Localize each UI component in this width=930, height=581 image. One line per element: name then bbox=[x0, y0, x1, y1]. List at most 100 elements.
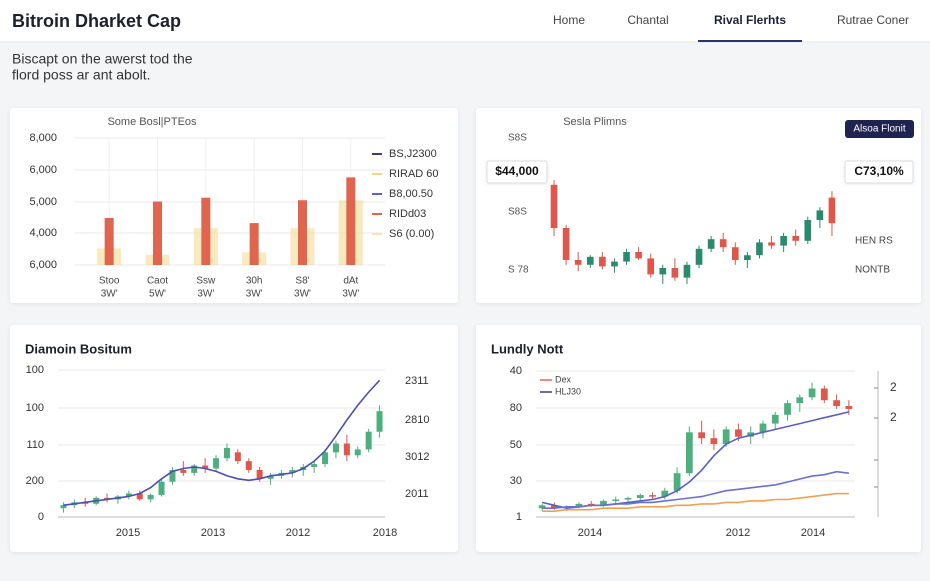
candle-body bbox=[623, 252, 630, 262]
candle-body bbox=[744, 255, 751, 260]
x-label: 2012 bbox=[286, 527, 310, 539]
x-label: Stoo bbox=[99, 276, 120, 287]
x-label: 2012 bbox=[726, 527, 750, 539]
axis-label: NONTB bbox=[855, 265, 890, 276]
y-label: 1 bbox=[516, 511, 522, 523]
candle-body bbox=[780, 236, 787, 246]
y-label: 110 bbox=[26, 439, 44, 451]
x-label: 3W' bbox=[342, 289, 359, 300]
card bbox=[10, 325, 458, 552]
candle-body bbox=[574, 260, 582, 265]
candle-body bbox=[719, 239, 727, 248]
candle-body bbox=[756, 242, 763, 256]
candle-body bbox=[845, 406, 853, 409]
legend-label: S6 (0.00) bbox=[389, 228, 434, 240]
y-label: 50 bbox=[510, 439, 522, 451]
right-label: 2311 bbox=[405, 375, 429, 387]
candle-body bbox=[816, 210, 824, 220]
candle-body bbox=[600, 500, 607, 506]
candle-body bbox=[808, 388, 816, 398]
y-label: 80 bbox=[510, 402, 522, 414]
nav-link[interactable]: Rutrae Coner bbox=[837, 13, 909, 27]
candle-body bbox=[796, 397, 804, 404]
x-label: 3W' bbox=[294, 289, 311, 300]
bar bbox=[153, 201, 162, 265]
x-label: 2018 bbox=[373, 527, 397, 539]
nav-link[interactable]: Home bbox=[553, 13, 585, 27]
candle-body bbox=[322, 452, 329, 465]
nav-link[interactable]: Rival Flerhts bbox=[714, 13, 786, 27]
legend-label: RIDd03 bbox=[389, 208, 426, 220]
candle-body bbox=[267, 475, 274, 479]
candle-body bbox=[661, 490, 669, 497]
x-label: 3W' bbox=[101, 289, 118, 300]
right-label: 2011 bbox=[405, 488, 429, 500]
y-label: 40 bbox=[510, 365, 522, 377]
legend-label: Dex bbox=[555, 374, 572, 384]
candle-body bbox=[376, 411, 383, 432]
candle-body bbox=[550, 184, 558, 228]
nav-link[interactable]: Chantal bbox=[627, 13, 668, 27]
x-label: 2013 bbox=[201, 527, 225, 539]
candle-body bbox=[611, 261, 618, 267]
action-button[interactable] bbox=[845, 120, 914, 138]
intro-line: Biscapt on the awerst tod the bbox=[12, 51, 193, 67]
candle-body bbox=[707, 239, 715, 249]
change-badge bbox=[844, 160, 914, 184]
y-label: 6,000 bbox=[29, 259, 57, 271]
x-label: dAt bbox=[343, 276, 358, 287]
candle-body bbox=[612, 499, 620, 501]
price-badge bbox=[486, 160, 548, 184]
candle-body bbox=[332, 443, 339, 453]
x-label: 2014 bbox=[578, 527, 602, 539]
candle-body bbox=[710, 438, 718, 444]
legend-label: HLJ30 bbox=[555, 386, 581, 396]
candle-body bbox=[60, 505, 67, 509]
card-title: Some Bosl|PTEos bbox=[107, 116, 197, 128]
candle-body bbox=[213, 458, 220, 469]
header-bar bbox=[0, 0, 930, 42]
candle-body bbox=[624, 498, 632, 500]
y-label: 8,000 bbox=[29, 132, 57, 144]
candle-body bbox=[804, 220, 812, 241]
candle-body bbox=[768, 242, 775, 246]
candle-body bbox=[636, 495, 644, 499]
candle-body bbox=[551, 505, 558, 509]
candle-body bbox=[256, 469, 263, 479]
card-title: Diamoin Bositum bbox=[25, 341, 132, 356]
y-label: 100 bbox=[26, 402, 44, 414]
action-button-label[interactable]: Alsoa Flonit bbox=[853, 124, 905, 135]
candle-body bbox=[671, 268, 679, 278]
candle-body bbox=[833, 400, 840, 407]
line-series bbox=[63, 379, 381, 506]
x-label: 3W' bbox=[197, 289, 214, 300]
card-title: Sesla Plimns bbox=[563, 116, 627, 128]
bar bbox=[201, 197, 211, 265]
candle-body bbox=[759, 423, 767, 433]
candle-body bbox=[698, 432, 706, 439]
candle-body bbox=[158, 481, 165, 495]
candle-body bbox=[771, 414, 779, 424]
y-label: 5,000 bbox=[29, 196, 57, 208]
candle-body bbox=[575, 503, 583, 507]
legend-label: BS,J2300 bbox=[389, 148, 437, 160]
candle-body bbox=[673, 473, 681, 491]
candle-body bbox=[147, 494, 154, 500]
candle-body bbox=[722, 429, 730, 444]
candle-body bbox=[731, 247, 739, 260]
card-title: Lundly Nott bbox=[491, 341, 564, 356]
candle-body bbox=[202, 465, 209, 469]
x-label: Caot bbox=[147, 276, 168, 287]
x-label: 3W' bbox=[246, 289, 263, 300]
candle-body bbox=[289, 469, 296, 473]
x-label: Ssw bbox=[196, 276, 216, 287]
candle-body bbox=[792, 236, 800, 241]
price-value: $44,000 bbox=[495, 164, 539, 178]
right-label: 3012 bbox=[405, 451, 429, 463]
candle-body bbox=[223, 447, 230, 459]
legend-label: B8,00.50 bbox=[389, 188, 433, 200]
bar bbox=[298, 200, 307, 265]
candle-body bbox=[365, 431, 372, 450]
